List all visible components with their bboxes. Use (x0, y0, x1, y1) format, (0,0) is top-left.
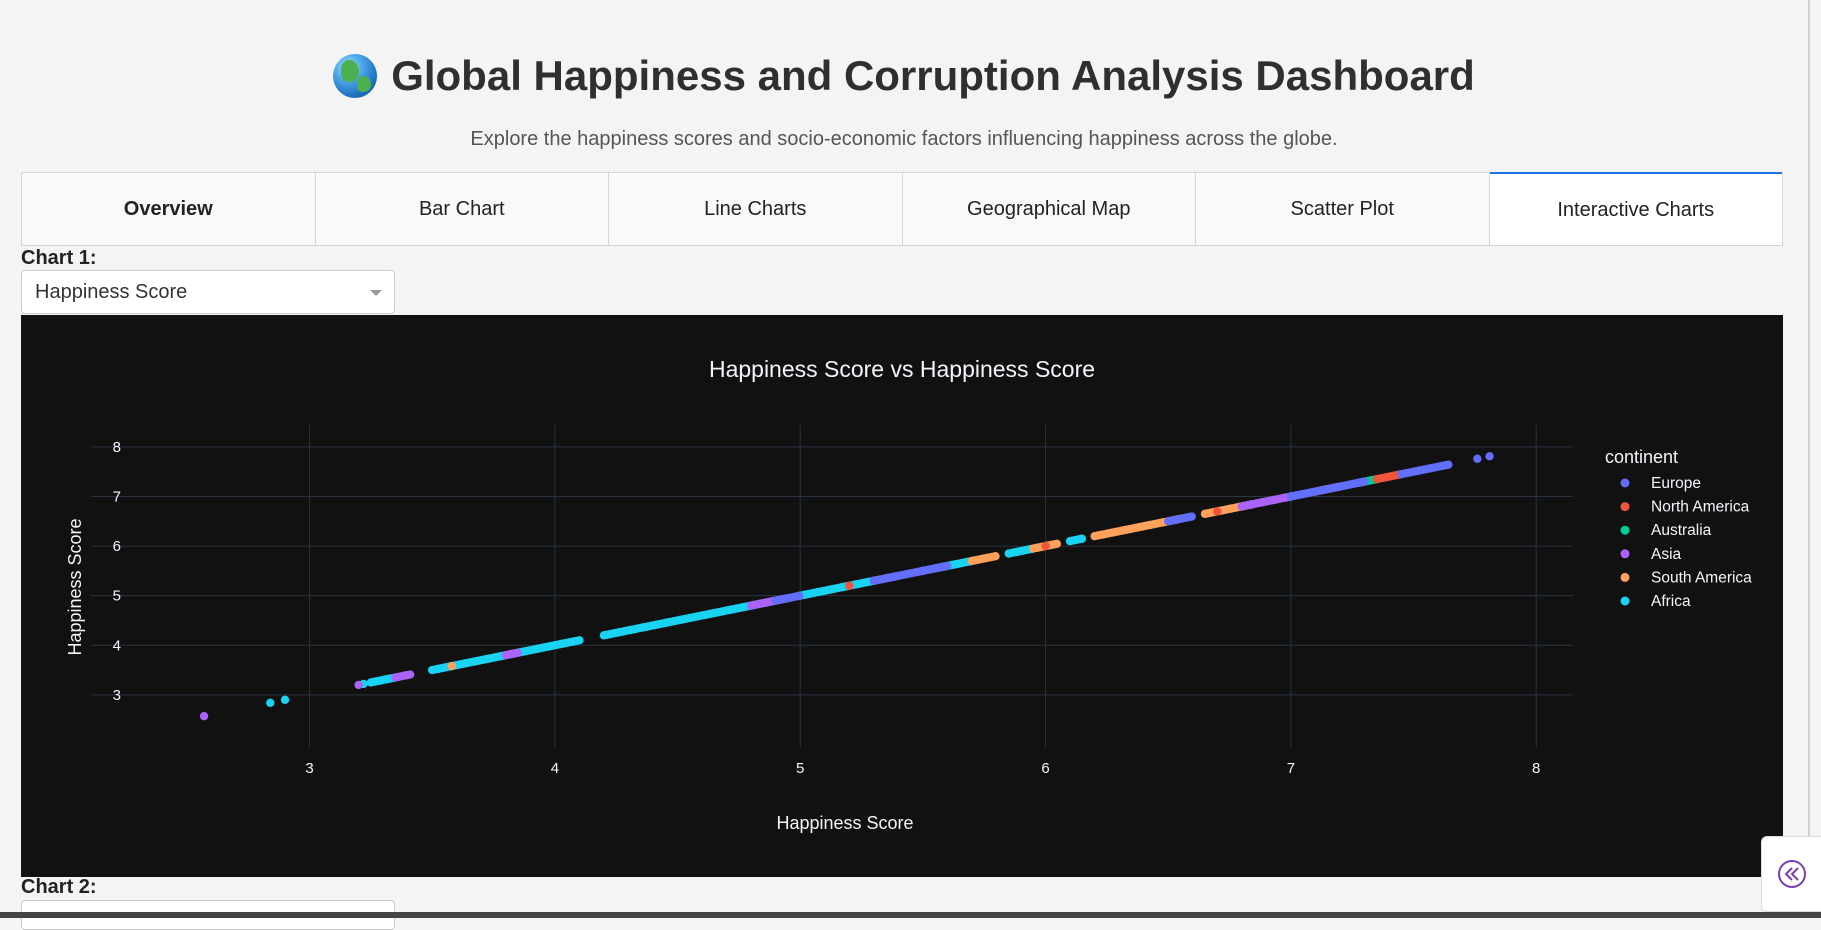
data-point[interactable] (991, 552, 1000, 561)
legend-marker (1620, 502, 1630, 512)
chart1-label: Chart 1: (21, 247, 97, 269)
y-tick-label: 3 (113, 687, 121, 704)
legend-marker (1620, 596, 1630, 606)
data-point[interactable] (575, 636, 584, 645)
data-point[interactable] (1485, 452, 1494, 461)
legend-item-label[interactable]: Africa (1651, 593, 1691, 610)
globe-icon (333, 54, 378, 98)
y-tick-label: 5 (113, 588, 121, 605)
chart1-dropdown[interactable]: Happiness Score (21, 270, 395, 314)
tab-scatter-plot[interactable]: Scatter Plot (1196, 173, 1490, 245)
legend-item-label[interactable]: South America (1651, 569, 1752, 586)
legend-item-label[interactable]: Australia (1651, 522, 1712, 539)
collapse-panel-button[interactable] (1761, 836, 1821, 912)
y-tick-label: 8 (113, 439, 121, 456)
data-point[interactable] (1360, 477, 1369, 486)
tab-line-charts[interactable]: Line Charts (609, 173, 903, 245)
legend-marker (1620, 525, 1630, 535)
chart1-plot[interactable]: Happiness Score vs Happiness Score 3 4 5 6 7… (21, 315, 1783, 877)
legend-title: continent (1605, 447, 1678, 467)
x-axis-label: Happiness Score (776, 813, 913, 833)
data-points (199, 452, 1494, 721)
bottom-border (0, 912, 1821, 918)
data-point[interactable] (1444, 460, 1453, 469)
tab-bar: Overview Bar Chart Line Charts Geographi… (21, 172, 1783, 246)
data-point[interactable] (199, 711, 209, 721)
x-tick-label: 8 (1532, 760, 1540, 777)
data-point[interactable] (405, 670, 415, 679)
x-tick-label: 3 (305, 760, 313, 777)
chart-grid (91, 425, 1573, 747)
legend-item-label[interactable]: Europe (1651, 475, 1701, 492)
data-point[interactable] (845, 581, 854, 590)
x-tick-label: 5 (796, 760, 804, 777)
x-tick-label: 6 (1041, 760, 1049, 777)
legend-marker (1620, 572, 1630, 582)
chart2-label: Chart 2: (21, 876, 97, 898)
double-chevron-left-icon (1777, 860, 1806, 888)
data-point[interactable] (1077, 534, 1087, 543)
chart-title: Happiness Score vs Happiness Score (709, 356, 1095, 382)
page-subtitle: Explore the happiness scores and socio-e… (470, 128, 1338, 150)
data-point[interactable] (280, 695, 290, 705)
legend-marker (1620, 549, 1630, 559)
data-point[interactable] (1213, 507, 1222, 516)
data-point[interactable] (447, 661, 457, 671)
tab-geographical-map[interactable]: Geographical Map (902, 173, 1196, 245)
data-point[interactable] (1187, 512, 1196, 521)
scatter-plot-svg: Happiness Score vs Happiness Score 3 4 5 6 7… (65, 356, 1752, 833)
data-point[interactable] (795, 591, 804, 601)
y-tick-label: 4 (113, 637, 121, 654)
y-tick-label: 6 (113, 538, 121, 555)
data-point[interactable] (1473, 454, 1482, 464)
data-point[interactable] (266, 698, 275, 707)
chart1-dropdown-value: Happiness Score (35, 280, 188, 303)
tab-interactive-charts[interactable]: Interactive Charts (1489, 172, 1782, 245)
y-axis-label: Happiness Score (65, 518, 85, 655)
data-point[interactable] (1052, 539, 1062, 549)
chevron-down-icon (370, 290, 382, 296)
x-tick-label: 7 (1287, 760, 1295, 777)
page-title-text: Global Happiness and Corruption Analysis… (391, 52, 1475, 99)
chart-legend: continent Europe North America Australia As… (1605, 447, 1752, 610)
axis-ticks: 3 4 5 6 7 8 3 4 5 6 7 8 (113, 439, 1541, 777)
tab-overview[interactable]: Overview (22, 173, 316, 245)
tab-bar-chart[interactable]: Bar Chart (315, 173, 609, 245)
page-scroll-edge (1808, 0, 1810, 912)
x-tick-label: 4 (551, 760, 559, 777)
legend-marker (1620, 478, 1630, 488)
page-title: Global Happiness and Corruption Analysis… (0, 52, 1808, 100)
legend-item-label[interactable]: Asia (1651, 546, 1682, 563)
data-point[interactable] (1041, 541, 1050, 551)
data-point[interactable] (354, 680, 363, 690)
y-tick-label: 7 (113, 489, 121, 506)
data-point[interactable] (943, 561, 952, 571)
data-point[interactable] (513, 648, 522, 658)
legend-item-label[interactable]: North America (1651, 499, 1750, 516)
